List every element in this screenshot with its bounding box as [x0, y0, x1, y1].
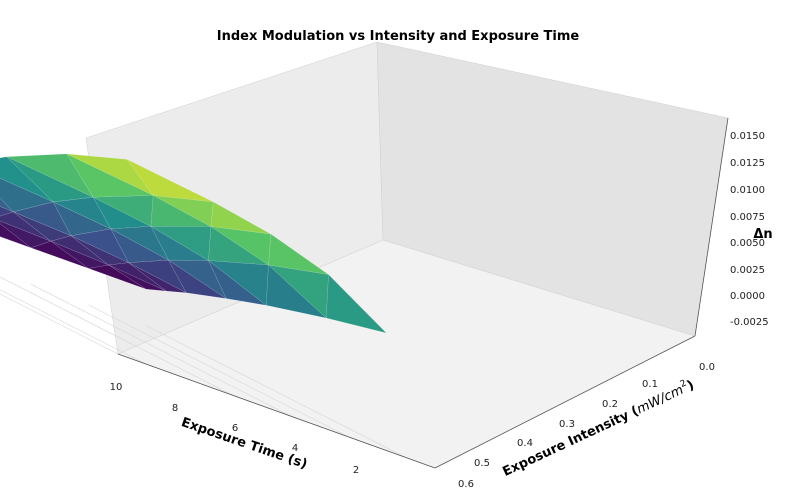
- chart-title: Index Modulation vs Intensity and Exposu…: [217, 29, 580, 44]
- z-tick-label: 0.0000: [730, 291, 765, 302]
- y-tick-label: 0.3: [559, 419, 575, 430]
- y-tick-label: 0.6: [458, 479, 474, 490]
- z-tick-label: 0.0125: [730, 158, 765, 169]
- y-tick-label: 0.0: [699, 362, 715, 373]
- y-tick-label: 0.1: [642, 379, 658, 390]
- z-tick-label: -0.0025: [730, 317, 769, 328]
- z-tick-label: 0.0075: [730, 212, 765, 223]
- z-tick-label: 0.0150: [730, 131, 765, 142]
- y-tick-label: 0.2: [602, 399, 618, 410]
- x-tick-label: 2: [353, 465, 359, 476]
- z-tick-label: 0.0100: [730, 185, 765, 196]
- y-axis-label-suffix: ): [685, 378, 697, 394]
- y-tick-label: 0.5: [474, 458, 490, 469]
- y-tick-label: 0.4: [517, 438, 533, 449]
- z-tick-label: 0.0025: [730, 265, 765, 276]
- z-axis-label: Δn: [753, 227, 772, 242]
- x-tick-label: 8: [172, 403, 178, 414]
- x-axis-label: Exposure Time (s): [179, 415, 309, 472]
- x-tick-label: 10: [110, 382, 123, 393]
